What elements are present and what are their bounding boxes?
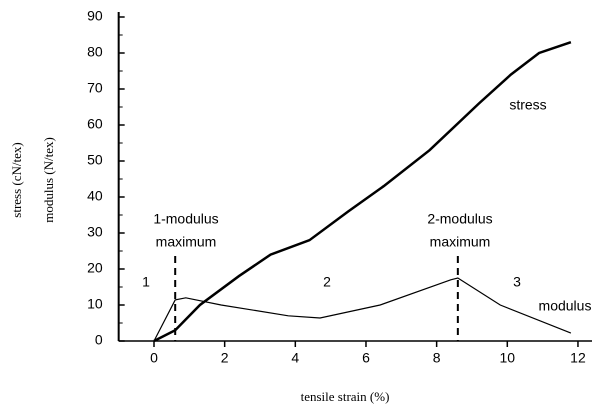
y-tick-label: 90 [87, 8, 103, 24]
x-tick-label: 0 [150, 350, 158, 366]
y-tick-label: 60 [87, 116, 103, 132]
annotation: maximum [156, 234, 217, 250]
annotation: 2-modulus [427, 211, 492, 227]
legend-label: stress [509, 97, 546, 113]
x-tick-label: 8 [433, 350, 441, 366]
y-tick-label: 80 [87, 44, 103, 60]
x-tick-label: 6 [362, 350, 370, 366]
y-tick-label: 20 [87, 260, 103, 276]
x-tick-label: 12 [570, 350, 586, 366]
y-tick-label: 10 [87, 296, 103, 312]
legend-label: modulus [539, 298, 592, 314]
y-axis-label: stress (cN/tex) [9, 142, 24, 217]
y-tick-label: 30 [87, 224, 103, 240]
y-tick-label: 40 [87, 188, 103, 204]
line-series [153, 41, 572, 343]
annotation: 1-modulus [153, 211, 218, 227]
y-tick-label: 70 [87, 80, 103, 96]
annotation: maximum [430, 234, 491, 250]
annotation: 1 [142, 274, 150, 290]
x-axis-label: tensile strain (%) [301, 389, 390, 404]
x-tick-label: 4 [291, 350, 299, 366]
line-series [153, 277, 572, 342]
annotation: 3 [513, 274, 521, 290]
y-tick-label: 0 [95, 332, 103, 348]
y-tick-label: 50 [87, 152, 103, 168]
x-tick-label: 10 [500, 350, 516, 366]
y-axis-label: modulus (N/tex) [41, 137, 56, 223]
x-tick-label: 2 [221, 350, 229, 366]
annotation: 2 [323, 274, 331, 290]
